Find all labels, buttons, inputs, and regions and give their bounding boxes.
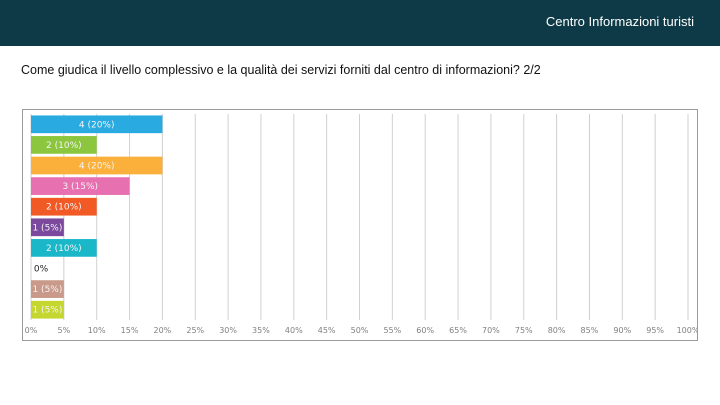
bar-value-label: 0% xyxy=(34,265,49,275)
bar xyxy=(31,115,163,134)
bar-chart: 0% 5% 10% 15% 20% 25% 30% 35% 40% 45% 50% 55% 60% 65%… xyxy=(25,114,697,335)
x-tick-label: 70% xyxy=(482,326,500,335)
x-tick-label: 65% xyxy=(449,326,467,335)
x-tick-label: 10% xyxy=(88,326,106,335)
x-tick-label: 20% xyxy=(154,326,172,335)
x-tick-label: 45% xyxy=(318,326,336,335)
bar-value-label: 1 (5%) xyxy=(32,285,62,295)
question-text: Come giudica il livello complessivo e la… xyxy=(21,63,541,77)
header-title: Centro Informazioni turisti xyxy=(545,14,694,29)
bar xyxy=(31,300,64,319)
x-tick-label: 50% xyxy=(351,326,369,335)
x-tick-label: 80% xyxy=(548,326,566,335)
x-tick-label: 0% xyxy=(25,326,38,335)
x-tick-label: 35% xyxy=(252,326,270,335)
bar-value-label: 4 (20%) xyxy=(79,162,115,172)
header-bar: Centro Informazioni turisti xyxy=(0,0,720,46)
bar xyxy=(31,197,97,216)
bar-value-label: 1 (5%) xyxy=(32,306,62,316)
x-tick-label: 75% xyxy=(515,326,533,335)
bar-value-label: 1 (5%) xyxy=(32,223,62,233)
x-tick-label: 25% xyxy=(186,326,204,335)
bar xyxy=(31,218,64,237)
x-tick-label: 95% xyxy=(646,326,664,335)
bar xyxy=(31,156,163,175)
bar-value-label: 3 (15%) xyxy=(62,182,98,192)
bar xyxy=(31,136,97,154)
x-tick-label: 15% xyxy=(121,326,139,335)
bar-value-label: 2 (10%) xyxy=(46,141,82,151)
chart-frame: 0% 5% 10% 15% 20% 25% 30% 35% 40% 45% 50% 55% 60% 65%… xyxy=(22,109,698,341)
x-tick-label: 85% xyxy=(581,326,599,335)
x-tick-label: 55% xyxy=(383,326,401,335)
x-tick-label: 90% xyxy=(613,326,631,335)
bar xyxy=(31,280,64,298)
x-tick-label: 40% xyxy=(285,326,303,335)
bar-value-label: 4 (20%) xyxy=(79,120,115,130)
x-tick-label: 30% xyxy=(219,326,237,335)
bar-value-label: 2 (10%) xyxy=(46,203,82,213)
bar-value-label: 2 (10%) xyxy=(46,244,82,254)
x-tick-label: 5% xyxy=(57,326,70,335)
bar xyxy=(31,239,97,257)
x-tick-label: 100% xyxy=(677,326,697,335)
x-tick-label: 60% xyxy=(416,326,434,335)
bar xyxy=(31,177,130,195)
